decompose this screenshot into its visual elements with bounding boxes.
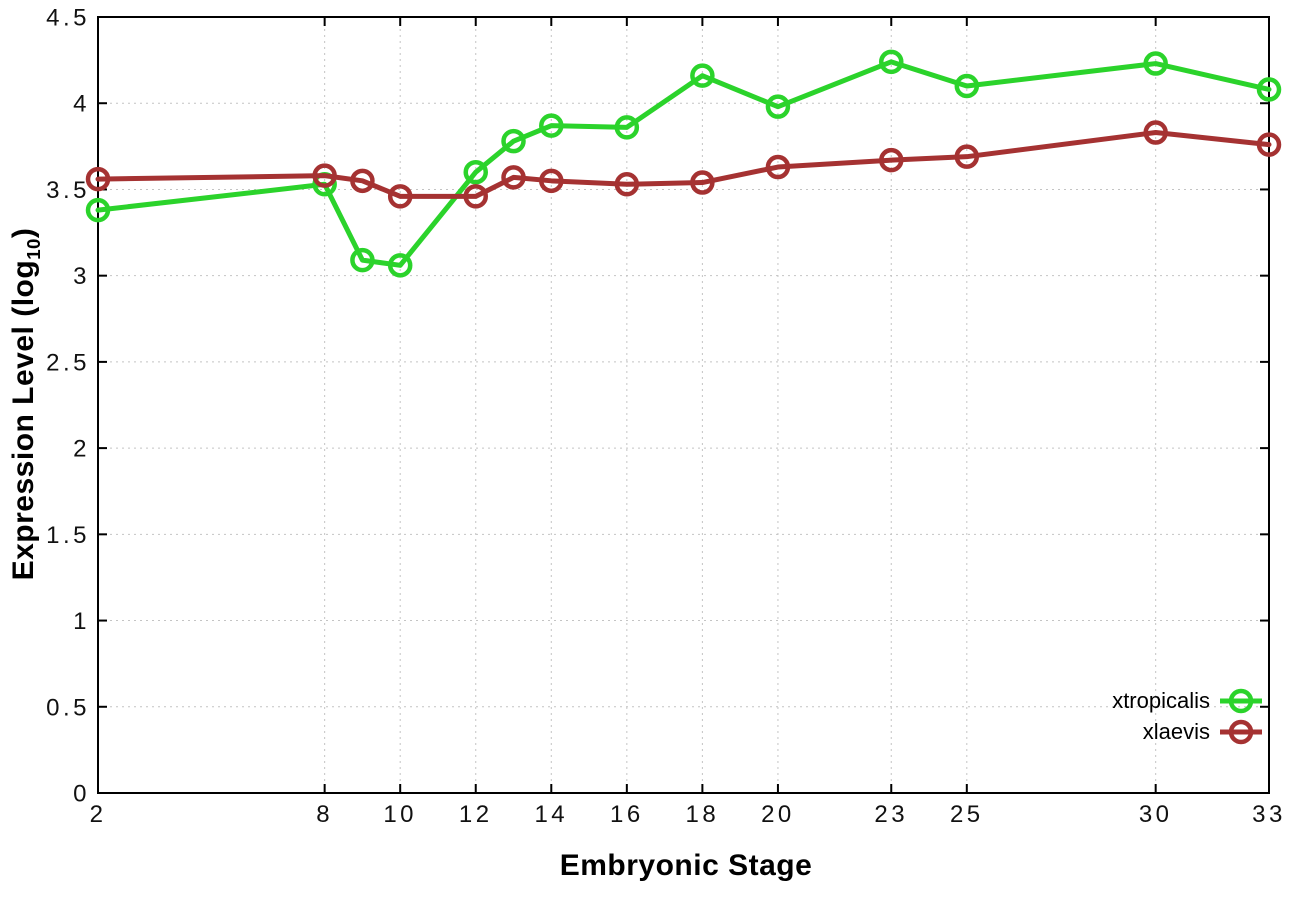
series-xlaevis-point [501, 165, 526, 190]
series-xlaevis-point [879, 147, 904, 173]
series-xlaevis-point [690, 170, 715, 195]
svg-text:4: 4 [73, 91, 90, 118]
series-xlaevis-point [463, 184, 488, 209]
legend-marker-xtropicalis-icon [1220, 688, 1262, 713]
series-xlaevis-point [1256, 132, 1282, 157]
series-xtropicalis-line [95, 59, 1272, 268]
series-xlaevis-point [954, 144, 980, 169]
series-xtropicalis [85, 49, 1282, 278]
svg-text:2: 2 [73, 436, 90, 463]
series-xtropicalis-point [954, 73, 980, 99]
svg-text:33: 33 [1252, 801, 1286, 828]
series-xtropicalis-point [614, 115, 640, 140]
series-xlaevis-point [539, 168, 564, 194]
svg-text:3: 3 [73, 263, 90, 290]
y-axis-title-text: Expression Level (log [7, 259, 40, 581]
svg-text:3.5: 3.5 [46, 177, 90, 204]
legend-item-xtropicalis: xtropicalis [1112, 685, 1262, 716]
series-xtropicalis-point [765, 94, 791, 119]
y-axis-title: Expression Level (log10) [7, 228, 45, 581]
legend-marker-xlaevis-icon [1220, 719, 1262, 744]
series-xlaevis-point [1143, 120, 1168, 145]
svg-text:25: 25 [950, 801, 984, 828]
svg-text:8: 8 [316, 801, 333, 828]
series-xlaevis [85, 120, 1282, 209]
x-axis-title: Embryonic Stage [559, 849, 813, 882]
y-tick-labels: 0 0.5 1 1.5 2 2.5 3 3.5 4 4.5 [46, 5, 90, 808]
series-xlaevis-point [765, 154, 791, 180]
y-axis-title-subscript: 10 [23, 238, 44, 260]
x-tick-labels: 2 8 10 12 14 16 18 20 23 25 30 33 [90, 801, 1286, 828]
series-xtropicalis-point [539, 113, 564, 138]
svg-text:16: 16 [610, 801, 644, 828]
gridlines [98, 17, 1269, 793]
series-xlaevis-point [312, 163, 337, 188]
series-xtropicalis-point [879, 49, 904, 75]
series-xtropicalis-point [1256, 77, 1282, 102]
svg-text:1.5: 1.5 [46, 522, 90, 549]
svg-text:2: 2 [90, 801, 107, 828]
svg-text:10: 10 [383, 801, 417, 828]
series-xtropicalis-point [85, 197, 111, 223]
svg-text:0.5: 0.5 [46, 694, 90, 721]
series-xlaevis-point [387, 184, 413, 209]
series-xtropicalis-point [463, 159, 488, 185]
svg-text:1: 1 [73, 608, 90, 635]
svg-text:2.5: 2.5 [46, 349, 90, 376]
y-axis-title-close: ) [7, 227, 40, 239]
series-xlaevis-line [95, 130, 1272, 199]
svg-text:18: 18 [686, 801, 720, 828]
series-xlaevis-point [85, 166, 111, 192]
svg-text:12: 12 [459, 801, 493, 828]
series-xtropicalis-point [387, 253, 413, 278]
svg-text:20: 20 [761, 801, 795, 828]
series-xlaevis-point [614, 172, 640, 197]
series-xtropicalis-point [350, 247, 375, 273]
svg-text:0: 0 [73, 781, 90, 808]
series-xtropicalis-point [1143, 51, 1168, 76]
series-xtropicalis-point [501, 128, 526, 154]
series-xlaevis-point [350, 168, 375, 194]
series-xtropicalis-point [690, 63, 715, 88]
legend-label-xlaevis: xlaevis [1142, 718, 1210, 744]
svg-text:23: 23 [874, 801, 908, 828]
tick-marks [97, 16, 1270, 794]
chart-legend: xtropicalis xlaevis [1112, 685, 1262, 747]
svg-text:30: 30 [1139, 801, 1173, 828]
svg-text:4.5: 4.5 [46, 5, 90, 32]
plot-border [97, 16, 1270, 794]
legend-item-xlaevis: xlaevis [1112, 716, 1262, 747]
legend-label-xtropicalis: xtropicalis [1112, 687, 1210, 713]
svg-text:14: 14 [534, 801, 568, 828]
